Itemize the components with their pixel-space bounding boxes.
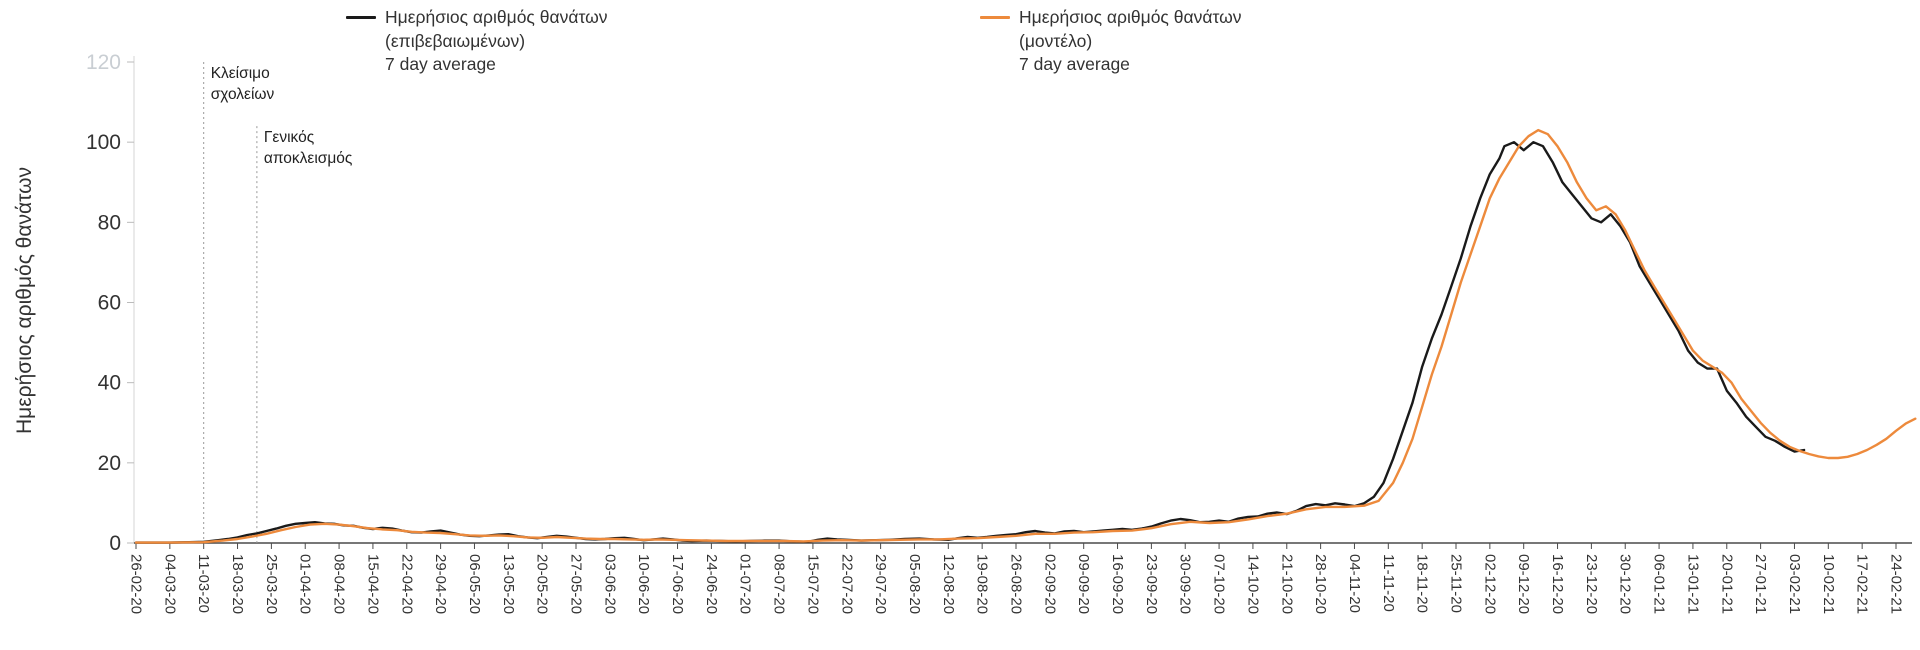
series-lines xyxy=(134,128,1917,544)
y-tick-label: 120 xyxy=(86,51,121,74)
x-tick-label: 06-01-21 xyxy=(1651,554,1668,614)
x-tick-label: 07-10-20 xyxy=(1211,554,1228,614)
y-tick-label: 80 xyxy=(98,211,121,234)
line-model xyxy=(134,128,1917,544)
x-tick-label: 02-09-20 xyxy=(1041,554,1058,614)
legend-label-line1: Ημερήσιος αριθμός θανάτων xyxy=(1019,7,1242,27)
event-label: Γενικός xyxy=(264,129,314,146)
x-tick-label: 01-04-20 xyxy=(297,554,314,614)
x-tick-label: 23-09-20 xyxy=(1143,554,1160,614)
x-tick-label: 17-06-20 xyxy=(669,554,686,614)
x-tick-label: 24-02-21 xyxy=(1888,554,1905,614)
y-tick-label: 0 xyxy=(109,532,121,555)
x-tick-label: 04-03-20 xyxy=(161,554,178,614)
legend-line-swatch-confirmed xyxy=(346,16,376,19)
x-tick-label: 01-07-20 xyxy=(737,554,754,614)
x-tick-label: 08-04-20 xyxy=(331,554,348,614)
x-tick-label: 21-10-20 xyxy=(1278,554,1295,614)
y-tick-label: 60 xyxy=(98,292,121,315)
event-label: Κλείσιμο xyxy=(211,65,270,82)
x-tick-label: 09-12-20 xyxy=(1515,554,1532,614)
x-tick-label: 29-04-20 xyxy=(432,554,449,614)
event-label: σχολείων xyxy=(211,86,275,103)
x-tick-label: 22-07-20 xyxy=(838,554,855,614)
legend-label-model: Ημερήσιος αριθμός θανάτων (μοντέλο) 7 da… xyxy=(1019,6,1242,77)
event-label: αποκλεισμός xyxy=(264,150,353,167)
axes: 0 20 40 60 80 100 120 26-02-20 04-03-20 11-03-20 1… xyxy=(86,51,1912,614)
x-tick-label: 10-02-21 xyxy=(1820,554,1837,614)
y-tick-label: 100 xyxy=(86,131,121,154)
x-tick-label: 17-02-21 xyxy=(1854,554,1871,614)
x-tick-label: 29-07-20 xyxy=(872,554,889,614)
legend-line-swatch-model xyxy=(980,16,1010,19)
x-tick-label: 18-11-20 xyxy=(1414,554,1431,613)
legend-label-line3: 7 day average xyxy=(385,54,496,74)
x-tick-label: 14-10-20 xyxy=(1244,554,1261,614)
x-tick-label: 25-11-20 xyxy=(1448,554,1465,613)
event-annotations: Κλείσιμο σχολείων Γενικός αποκλεισμός xyxy=(203,62,353,543)
legend-label-line2: (μοντέλο) xyxy=(1019,30,1093,51)
x-tick-label: 20-01-21 xyxy=(1718,554,1735,614)
x-tick-label: 18-03-20 xyxy=(229,554,246,614)
x-tick-label: 30-12-20 xyxy=(1617,554,1634,614)
y-tick-label: 20 xyxy=(98,452,121,475)
x-tick-label: 16-12-20 xyxy=(1549,554,1566,614)
x-tick-label: 26-08-20 xyxy=(1008,554,1025,614)
x-tick-label: 05-08-20 xyxy=(906,554,923,614)
line-confirmed xyxy=(134,140,1806,544)
legend-label-line1: Ημερήσιος αριθμός θανάτων xyxy=(385,7,608,27)
x-tick-label: 19-08-20 xyxy=(974,554,991,614)
x-tick-label: 28-10-20 xyxy=(1312,554,1329,614)
x-tick-label: 13-01-21 xyxy=(1684,554,1701,614)
x-tick-label: 12-08-20 xyxy=(940,554,957,614)
x-tick-label: 16-09-20 xyxy=(1109,554,1126,614)
x-tick-label: 22-04-20 xyxy=(398,554,415,614)
legend-label-confirmed: Ημερήσιος αριθμός θανάτων (επιβεβαιωμένω… xyxy=(385,6,608,77)
x-tick-label: 20-05-20 xyxy=(534,554,551,614)
x-tick-label: 09-09-20 xyxy=(1075,554,1092,614)
x-tick-label: 04-11-20 xyxy=(1346,554,1363,613)
legend-item-model: Ημερήσιος αριθμός θανάτων (μοντέλο) 7 da… xyxy=(980,6,1242,77)
x-tick-label: 15-04-20 xyxy=(364,554,381,614)
x-tick-label: 06-05-20 xyxy=(466,554,483,614)
x-tick-label: 03-06-20 xyxy=(601,554,618,614)
x-tick-label: 03-02-21 xyxy=(1786,554,1803,614)
x-tick-label: 23-12-20 xyxy=(1583,554,1600,614)
legend-label-line2: (επιβεβαιωμένων) xyxy=(385,30,526,51)
legend-item-confirmed: Ημερήσιος αριθμός θανάτων (επιβεβαιωμένω… xyxy=(346,6,608,77)
x-tick-label: 24-06-20 xyxy=(703,554,720,614)
x-tick-label: 15-07-20 xyxy=(804,554,821,614)
y-tick-label: 40 xyxy=(98,372,121,395)
x-tick-label: 26-02-20 xyxy=(128,554,145,614)
x-tick-label: 25-03-20 xyxy=(263,554,280,614)
x-tick-label: 30-09-20 xyxy=(1177,554,1194,614)
legend-label-line3: 7 day average xyxy=(1019,54,1130,74)
x-tick-label: 27-05-20 xyxy=(568,554,585,614)
x-tick-label: 08-07-20 xyxy=(771,554,788,614)
x-tick-label: 02-12-20 xyxy=(1481,554,1498,614)
x-tick-label: 11-03-20 xyxy=(195,554,212,613)
x-tick-label: 13-05-20 xyxy=(500,554,517,614)
x-tick-label: 10-06-20 xyxy=(635,554,652,614)
x-tick-label: 11-11-20 xyxy=(1380,554,1397,612)
x-tick-label: 27-01-21 xyxy=(1752,554,1769,614)
